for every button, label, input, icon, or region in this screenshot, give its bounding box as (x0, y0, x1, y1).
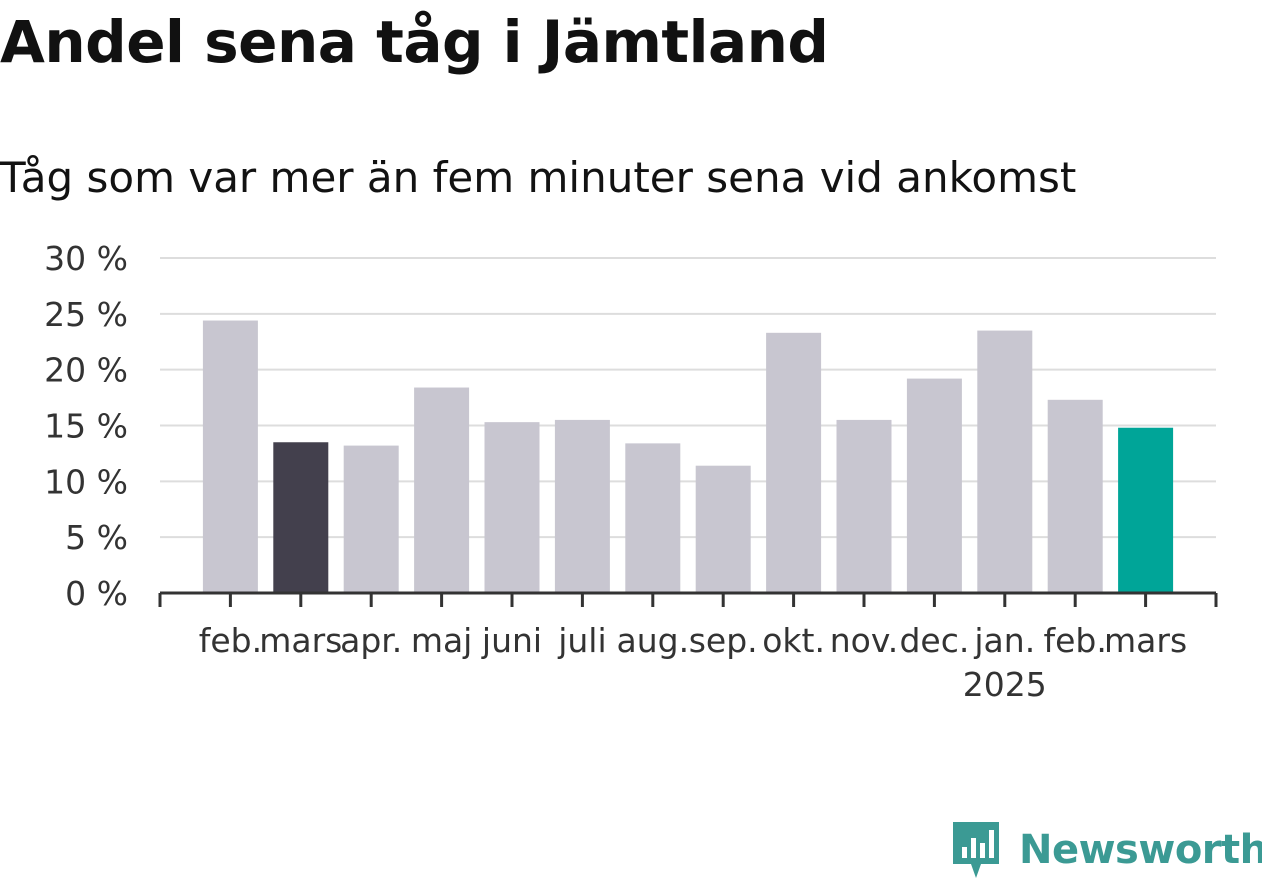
bar-5 (484, 422, 540, 593)
bar-2 (273, 442, 329, 593)
x-axis (158, 591, 1218, 607)
bar-6 (554, 419, 610, 593)
brand-logo: Newsworthy (951, 818, 1262, 882)
x-tick-label: sep. (689, 621, 758, 660)
x-tick-label: nov. (830, 621, 899, 660)
x-tick-label: maj (411, 621, 473, 660)
x-tick-label: okt. (762, 621, 825, 660)
bar-13 (1047, 399, 1103, 593)
y-tick-label: 25 % (44, 295, 128, 334)
chart-title: Andel sena tåg i Jämtland (0, 8, 829, 76)
bar-11 (906, 378, 962, 593)
newsworthy-logo-icon (953, 822, 999, 878)
x-tick-label: aug. (617, 621, 690, 660)
bars (202, 320, 1174, 593)
x-tick-label: dec. (899, 621, 969, 660)
x-tick-label: juli (557, 621, 606, 660)
bar-14 (1118, 427, 1174, 593)
x-tick-label: mars (259, 621, 342, 660)
gridlines (160, 257, 1216, 539)
x-tick-label: mars (1104, 621, 1187, 660)
bar-10 (836, 419, 892, 593)
y-tick-label: 15 % (44, 407, 128, 446)
y-tick-label: 20 % (44, 351, 128, 390)
x-tick-label: feb. (1044, 621, 1107, 660)
y-tick-label: 30 % (44, 239, 128, 278)
x-tick-label: juni (481, 621, 542, 660)
x-tick-label: feb. (199, 621, 262, 660)
bar-9 (766, 332, 822, 593)
y-axis-tick-labels: 0 % 5 % 10 % 15 % 20 % 25 % 30 % (44, 239, 128, 613)
bar-12 (977, 330, 1033, 593)
chart-subtitle: Tåg som var mer än fem minuter sena vid … (0, 153, 1077, 202)
bar-1 (202, 320, 258, 593)
x-tick-label: apr. (340, 621, 402, 660)
bar-3 (343, 445, 399, 593)
y-tick-label: 10 % (44, 462, 128, 501)
bar-4 (414, 387, 470, 593)
y-tick-label: 5 % (65, 518, 128, 557)
x-tick-label: jan. (973, 621, 1035, 660)
x-tick-sublabel: 2025 (963, 665, 1047, 704)
y-tick-label: 0 % (65, 574, 128, 613)
bar-7 (625, 443, 681, 593)
brand-name: Newsworthy (1019, 827, 1262, 873)
bar-8 (695, 465, 751, 593)
